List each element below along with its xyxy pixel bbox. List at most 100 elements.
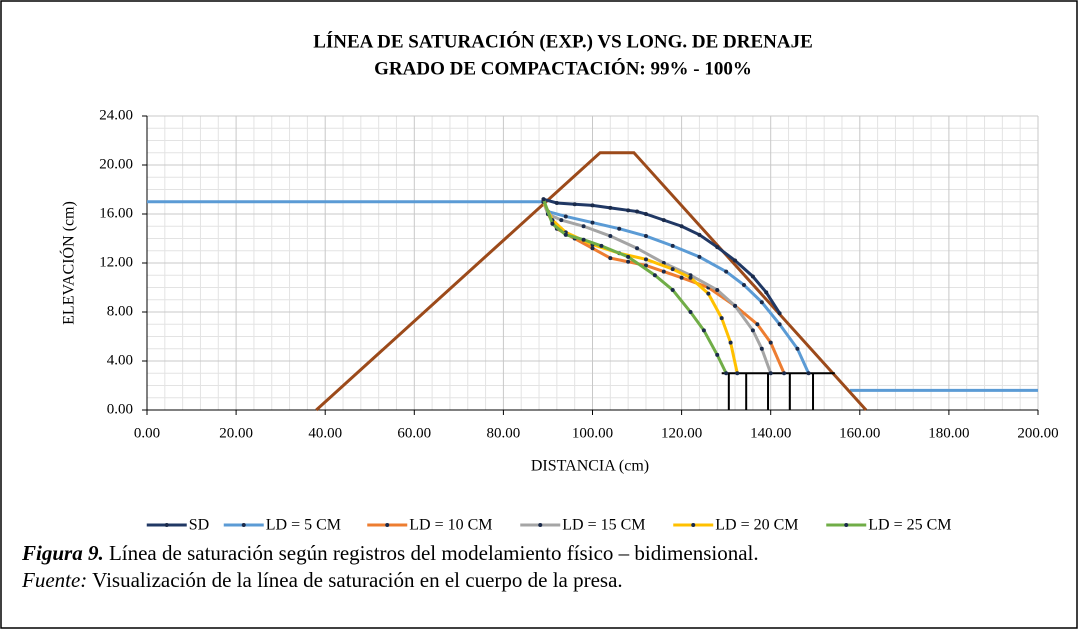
- point: [635, 209, 640, 214]
- y-tick-label: 4.00: [107, 352, 133, 368]
- point: [697, 254, 702, 259]
- point: [550, 221, 555, 226]
- point: [643, 257, 648, 262]
- point: [563, 214, 568, 219]
- point: [719, 316, 724, 321]
- point: [563, 232, 568, 237]
- point: [750, 274, 755, 279]
- point: [724, 269, 729, 274]
- point: [795, 346, 800, 351]
- chart-title: LÍNEA DE SATURACIÓN (EXP.) VS LONG. DE D…: [313, 30, 813, 52]
- dam-profile: [315, 151, 868, 412]
- point: [626, 259, 631, 264]
- x-tick-label: 20.00: [219, 425, 253, 441]
- legend-dot: [241, 523, 246, 527]
- source-label: Fuente:: [22, 568, 88, 592]
- point: [643, 234, 648, 239]
- point: [715, 352, 720, 357]
- point: [599, 243, 604, 248]
- x-tick-label: 140.00: [750, 425, 791, 441]
- point: [670, 267, 675, 272]
- point: [626, 254, 631, 259]
- point: [670, 243, 675, 248]
- legend-dot: [844, 523, 849, 527]
- point: [679, 275, 684, 280]
- point: [777, 311, 782, 316]
- point: [608, 256, 613, 261]
- point: [733, 258, 738, 263]
- point: [608, 205, 613, 210]
- legend-label: LD = 5 CM: [266, 517, 341, 534]
- x-tick-label: 60.00: [397, 425, 431, 441]
- x-tick-label: 160.00: [839, 425, 880, 441]
- caption-text: Línea de saturación según registros del …: [103, 541, 759, 565]
- legend-label: LD = 20 CM: [715, 517, 798, 534]
- chart-subtitle: GRADO DE COMPACTACIÓN: 99% - 100%: [374, 57, 752, 79]
- point: [715, 245, 720, 250]
- point: [741, 283, 746, 288]
- x-tick-label: 0.00: [134, 425, 160, 441]
- legend-dot: [538, 523, 543, 527]
- point: [652, 273, 657, 278]
- y-tick-label: 0.00: [107, 401, 133, 417]
- y-tick-label: 24.00: [99, 107, 133, 123]
- y-tick-label: 16.00: [99, 205, 133, 221]
- series-line: [542, 201, 810, 374]
- point: [759, 300, 764, 305]
- point: [697, 232, 702, 237]
- x-tick-label: 120.00: [661, 425, 702, 441]
- x-axis-label: DISTANCIA (cm): [531, 458, 649, 475]
- point: [782, 371, 787, 376]
- x-tick-label: 40.00: [308, 425, 342, 441]
- point: [735, 371, 740, 376]
- point: [590, 203, 595, 208]
- point: [688, 275, 693, 280]
- point: [768, 340, 773, 345]
- x-tick-label: 180.00: [928, 425, 969, 441]
- point: [541, 197, 546, 202]
- source: Fuente: Visualización de la línea de sat…: [22, 567, 623, 593]
- y-tick-label: 8.00: [107, 303, 133, 319]
- legend-dot: [691, 523, 696, 527]
- caption: Figura 9. Línea de saturación según regi…: [22, 540, 759, 566]
- point: [635, 246, 640, 251]
- point: [688, 310, 693, 314]
- x-tick-label: 80.00: [487, 425, 521, 441]
- legend-label: SD: [189, 517, 209, 534]
- y-axis-label: ELEVACIÓN (cm): [59, 201, 78, 325]
- point: [559, 218, 564, 223]
- point: [572, 202, 577, 207]
- point: [626, 208, 631, 213]
- point: [764, 290, 769, 295]
- point: [643, 263, 648, 268]
- point: [728, 340, 733, 345]
- legend-label: LD = 10 CM: [409, 517, 492, 534]
- point: [777, 322, 782, 327]
- legend-dot: [385, 523, 390, 527]
- y-tick-label: 20.00: [99, 156, 133, 172]
- point: [661, 269, 666, 274]
- legend-label: LD = 25 CM: [868, 517, 951, 534]
- legend-label: LD = 15 CM: [562, 517, 645, 534]
- point: [554, 200, 559, 205]
- source-text: Visualización de la línea de saturación …: [87, 568, 623, 592]
- point: [661, 218, 666, 223]
- point: [724, 371, 729, 376]
- point: [679, 224, 684, 229]
- series-line: [542, 198, 728, 374]
- point: [755, 322, 760, 327]
- point: [715, 287, 720, 292]
- y-tick-label: 12.00: [99, 254, 133, 270]
- point: [759, 346, 764, 351]
- point: [733, 303, 738, 308]
- point: [608, 234, 613, 239]
- point: [768, 371, 773, 376]
- series-line: [543, 197, 781, 315]
- point: [643, 212, 648, 216]
- point: [581, 224, 586, 229]
- point: [617, 226, 622, 231]
- legend-dot: [164, 523, 169, 527]
- x-tick-label: 100.00: [572, 425, 613, 441]
